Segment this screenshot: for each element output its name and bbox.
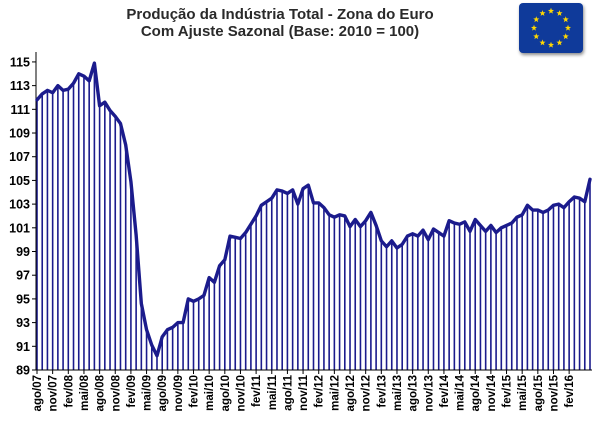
x-tick-label-25: nov/13 xyxy=(423,375,435,411)
x-tick-label-31: mai/15 xyxy=(517,374,529,410)
line-layer xyxy=(35,61,592,358)
y-tick-label-8: 105 xyxy=(9,174,30,188)
bars-layer xyxy=(36,63,591,370)
y-tick-label-2: 93 xyxy=(16,316,30,330)
x-tick-label-28: ago/14 xyxy=(470,374,482,411)
x-tick-label-0: ago/07 xyxy=(32,375,44,411)
y-tick-label-4: 97 xyxy=(16,269,30,283)
y-tick-label-10: 109 xyxy=(9,127,30,141)
x-tick-label-10: fev/10 xyxy=(189,375,201,408)
flag-star-6 xyxy=(547,41,555,48)
x-tick-label-2: fev/08 xyxy=(63,374,75,407)
x-tick-label-33: nov/15 xyxy=(548,374,560,411)
x-tick-label-20: ago/12 xyxy=(345,375,357,411)
x-tick-label-14: fev/11 xyxy=(251,374,263,407)
x-tick-label-8: ago/09 xyxy=(157,375,169,411)
eu-flag-icon xyxy=(519,3,583,53)
y-tick-label-6: 101 xyxy=(9,221,30,235)
y-tick-label-7: 103 xyxy=(9,198,30,212)
flag-star-10 xyxy=(533,16,540,23)
flag-star-2 xyxy=(562,16,569,23)
y-ticks: 89 91 93 95 97 99 101 103 105 107 109 111 113 115 xyxy=(9,55,36,378)
flag-star-5 xyxy=(556,39,563,46)
x-tick-label-32: ago/15 xyxy=(533,374,545,411)
flag-star-4 xyxy=(562,33,569,40)
x-tick-label-7: mai/09 xyxy=(142,375,154,411)
x-tick-label-12: ago/10 xyxy=(220,375,232,411)
axes-layer xyxy=(35,52,592,371)
x-tick-label-29: nov/14 xyxy=(486,374,498,411)
x-tick-label-34: fev/16 xyxy=(564,375,576,408)
x-tick-label-5: nov/08 xyxy=(110,374,122,411)
y-tick-label-9: 107 xyxy=(9,150,30,164)
x-tick-label-23: mai/13 xyxy=(392,375,404,411)
x-tick-label-16: ago/11 xyxy=(282,374,294,410)
flag-star-3 xyxy=(564,24,572,31)
chart-title: Produção da Indústria Total - Zona do Eu… xyxy=(126,6,434,23)
x-tick-label-13: nov/10 xyxy=(235,375,247,411)
flag-star-11 xyxy=(539,10,546,16)
x-tick-label-15: mai/11 xyxy=(267,374,279,410)
y-tick-label-5: 99 xyxy=(16,245,30,259)
y-tick-label-13: 115 xyxy=(10,55,30,69)
flag-star-9 xyxy=(530,24,538,31)
x-tick-label-27: mai/14 xyxy=(455,374,467,410)
y-tick-label-3: 95 xyxy=(16,292,30,306)
x-tick-label-21: nov/12 xyxy=(361,375,373,411)
eu-stars-icon xyxy=(530,7,572,48)
x-tick-label-9: nov/09 xyxy=(173,375,185,411)
flag-star-7 xyxy=(539,39,546,46)
x-tick-label-1: nov/07 xyxy=(48,375,60,411)
x-tick-label-18: fev/12 xyxy=(314,375,326,408)
series-line xyxy=(35,61,592,358)
chart-titles: Produção da Indústria Total - Zona do Eu… xyxy=(70,6,490,40)
x-ticks: ago/07 nov/07 fev/08 mai/08 ago/08 nov/08 fev/… xyxy=(32,370,576,411)
x-tick-label-26: fev/14 xyxy=(439,374,451,407)
y-tick-label-12: 113 xyxy=(10,79,30,93)
x-tick-label-24: ago/13 xyxy=(408,375,420,411)
x-tick-label-17: nov/11 xyxy=(298,374,310,410)
flag-star-1 xyxy=(556,10,563,16)
x-tick-label-30: fev/15 xyxy=(502,374,514,407)
x-tick-label-6: fev/09 xyxy=(126,375,138,408)
flag-star-8 xyxy=(533,33,540,40)
x-tick-label-11: mai/10 xyxy=(204,375,216,411)
x-tick-label-19: mai/12 xyxy=(329,375,341,411)
y-tick-label-11: 111 xyxy=(11,103,31,117)
x-tick-label-4: ago/08 xyxy=(95,374,107,411)
flag-star-0 xyxy=(547,7,555,14)
x-tick-label-22: fev/13 xyxy=(376,375,388,408)
chart-subtitle: Com Ajuste Sazonal (Base: 2010 = 100) xyxy=(140,23,420,40)
y-tick-label-0: 89 xyxy=(16,364,30,378)
x-tick-label-3: mai/08 xyxy=(79,374,91,410)
y-tick-label-1: 91 xyxy=(16,340,30,354)
